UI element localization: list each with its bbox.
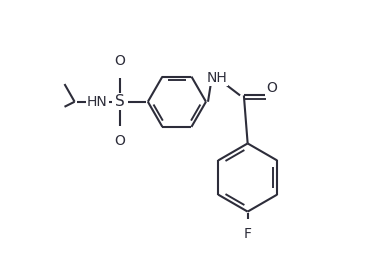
- Text: F: F: [244, 227, 252, 241]
- Text: HN: HN: [87, 95, 108, 109]
- Text: S: S: [115, 94, 125, 109]
- Text: O: O: [115, 134, 125, 148]
- Text: NH: NH: [207, 71, 227, 85]
- Text: O: O: [266, 81, 277, 95]
- Text: O: O: [115, 54, 125, 68]
